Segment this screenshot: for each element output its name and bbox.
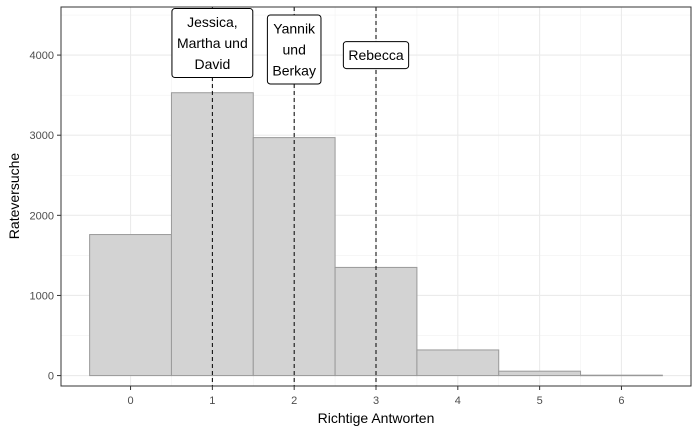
annotation-label: Yannik und Berkay [266,14,322,85]
annotation-label-layer: Jessica, Martha und David Yannik und Berkay Re… [171,8,410,85]
annotation-label-line: Yannik [273,20,316,36]
x-tick-label: 6 [618,395,624,407]
histogram-bar [580,374,663,377]
histogram-bar [252,137,336,377]
x-axis-title: Richtige Antworten [318,410,435,426]
y-tick-label: 1000 [30,290,54,302]
x-tick-label: 4 [455,395,461,407]
x-tick-label: 3 [373,395,379,407]
annotation-label-line: Martha und [177,35,248,51]
annotation-label: Rebecca [342,41,410,70]
x-tick-label: 2 [291,395,297,407]
annotation-label-line: Rebecca [348,47,403,63]
y-tick-label: 4000 [30,50,54,62]
annotation-label: Jessica, Martha und David [171,8,254,79]
axis-layer: 0 1 2 3 4 5 6 0 1000 2000 3000 4000 [30,50,625,407]
x-tick-label: 0 [127,395,133,407]
y-axis-title: Rateversuche [6,153,22,240]
annotation-label-box [342,41,410,70]
x-tick-label: 5 [537,395,543,407]
annotation-label-box [171,8,254,79]
annotation-label-line: und [283,41,306,57]
annotation-label-line: Berkay [272,62,316,78]
annotation-label-line: Jessica, [187,14,238,30]
x-tick-label: 1 [209,395,215,407]
histogram-bar [89,234,172,377]
annotation-label-box [266,14,322,85]
y-tick-label: 0 [48,371,54,383]
y-tick-label: 3000 [30,130,54,142]
histogram-bar [416,349,500,377]
histogram-bar [498,370,582,377]
y-tick-label: 2000 [30,210,54,222]
annotation-label-line: David [194,56,230,72]
